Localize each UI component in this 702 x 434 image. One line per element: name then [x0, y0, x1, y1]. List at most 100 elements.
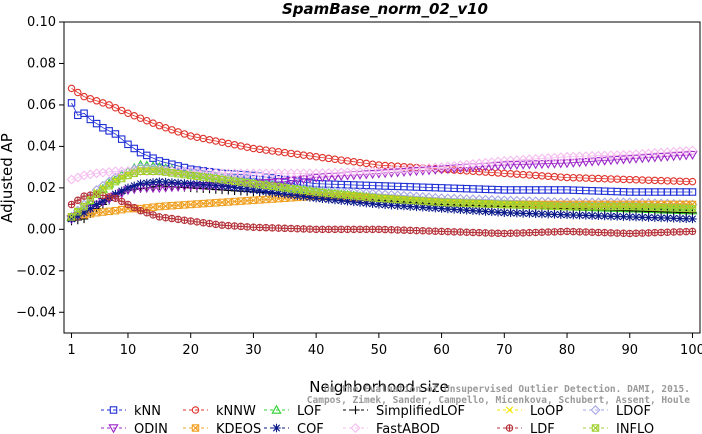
data-point — [117, 135, 126, 143]
data-point — [299, 225, 308, 233]
data-point — [393, 226, 402, 234]
data-point — [431, 198, 440, 206]
data-point — [688, 177, 697, 186]
data-point — [279, 177, 290, 187]
x-tick-label: 90 — [621, 343, 638, 358]
data-point — [105, 182, 113, 190]
series-cof — [67, 177, 697, 224]
data-point — [475, 206, 484, 216]
data-point — [550, 228, 559, 236]
data-point — [124, 109, 132, 117]
data-point — [205, 219, 214, 228]
data-point — [105, 101, 113, 109]
data-point — [255, 223, 264, 232]
data-point — [499, 161, 510, 171]
data-point — [143, 208, 151, 217]
data-point — [399, 201, 409, 211]
legend-item: kNN — [101, 404, 161, 419]
data-point — [92, 190, 101, 198]
data-point — [462, 206, 471, 215]
data-point — [561, 159, 573, 169]
data-point — [492, 161, 504, 171]
data-point — [161, 177, 170, 187]
data-point — [281, 224, 289, 233]
data-point — [212, 220, 220, 229]
data-point — [688, 188, 697, 196]
data-point — [67, 213, 76, 221]
data-point — [656, 213, 666, 223]
y-tick-label: −0.02 — [16, 264, 56, 279]
data-point — [99, 186, 107, 194]
legend-item: INFLO — [583, 422, 654, 434]
data-point — [681, 151, 692, 161]
data-point — [168, 214, 176, 223]
data-point — [537, 209, 547, 219]
data-point — [130, 181, 139, 190]
data-point — [568, 158, 579, 168]
data-point — [663, 228, 672, 236]
data-point — [569, 202, 578, 211]
x-tick-label: 50 — [371, 343, 388, 358]
data-point — [149, 211, 157, 219]
data-point — [688, 227, 697, 236]
chart-title: SpamBase_norm_02_v10 — [282, 0, 488, 18]
data-point — [493, 208, 503, 217]
legend: kNN kNNW LOF SimplifiedLOF LoOP LDOF ODIN KDEOS… — [101, 404, 654, 434]
data-point — [180, 216, 189, 224]
data-point — [668, 152, 679, 162]
data-point — [600, 228, 609, 237]
data-point — [356, 225, 364, 234]
data-point — [468, 206, 478, 215]
data-point — [286, 190, 296, 200]
data-point — [86, 204, 95, 213]
data-point — [204, 167, 215, 178]
data-point — [380, 200, 390, 210]
data-point — [149, 167, 157, 176]
data-point — [651, 228, 659, 237]
data-point — [425, 227, 433, 235]
data-point — [224, 182, 233, 191]
data-point — [205, 180, 214, 190]
data-point — [643, 153, 654, 163]
data-point — [255, 186, 264, 195]
data-point — [298, 175, 309, 185]
x-tick-label: 30 — [245, 343, 262, 358]
data-point — [180, 179, 189, 188]
data-point — [550, 210, 559, 219]
data-point — [387, 225, 396, 234]
data-point — [236, 184, 246, 193]
data-point — [555, 159, 566, 169]
data-point — [682, 214, 691, 223]
data-point — [92, 119, 101, 128]
data-point — [649, 153, 660, 163]
data-point — [619, 229, 628, 238]
data-point — [518, 209, 528, 218]
data-point — [506, 208, 515, 218]
data-point — [74, 207, 82, 216]
data-point — [361, 170, 372, 180]
legend-label: kNN — [134, 404, 161, 419]
data-point — [530, 160, 541, 170]
data-point — [475, 228, 483, 237]
legend-item: LOF — [264, 404, 322, 419]
data-point — [505, 161, 516, 171]
data-point — [293, 224, 302, 233]
legend-label: LDF — [530, 422, 555, 434]
y-tick-label: 0.02 — [27, 181, 56, 196]
data-point — [273, 178, 284, 188]
data-point — [431, 227, 440, 235]
data-point — [669, 228, 678, 236]
series-layer — [66, 84, 698, 238]
data-point — [638, 229, 647, 237]
data-point — [688, 204, 697, 213]
data-point — [117, 106, 126, 115]
data-point — [111, 189, 120, 199]
data-point — [249, 185, 258, 195]
data-point — [624, 155, 635, 165]
data-point — [268, 224, 276, 232]
data-point — [669, 214, 678, 223]
x-tick-label: 40 — [308, 343, 325, 358]
data-point — [67, 214, 76, 224]
data-point — [431, 203, 440, 213]
x-axis-label: Neighborhood size — [309, 378, 448, 396]
